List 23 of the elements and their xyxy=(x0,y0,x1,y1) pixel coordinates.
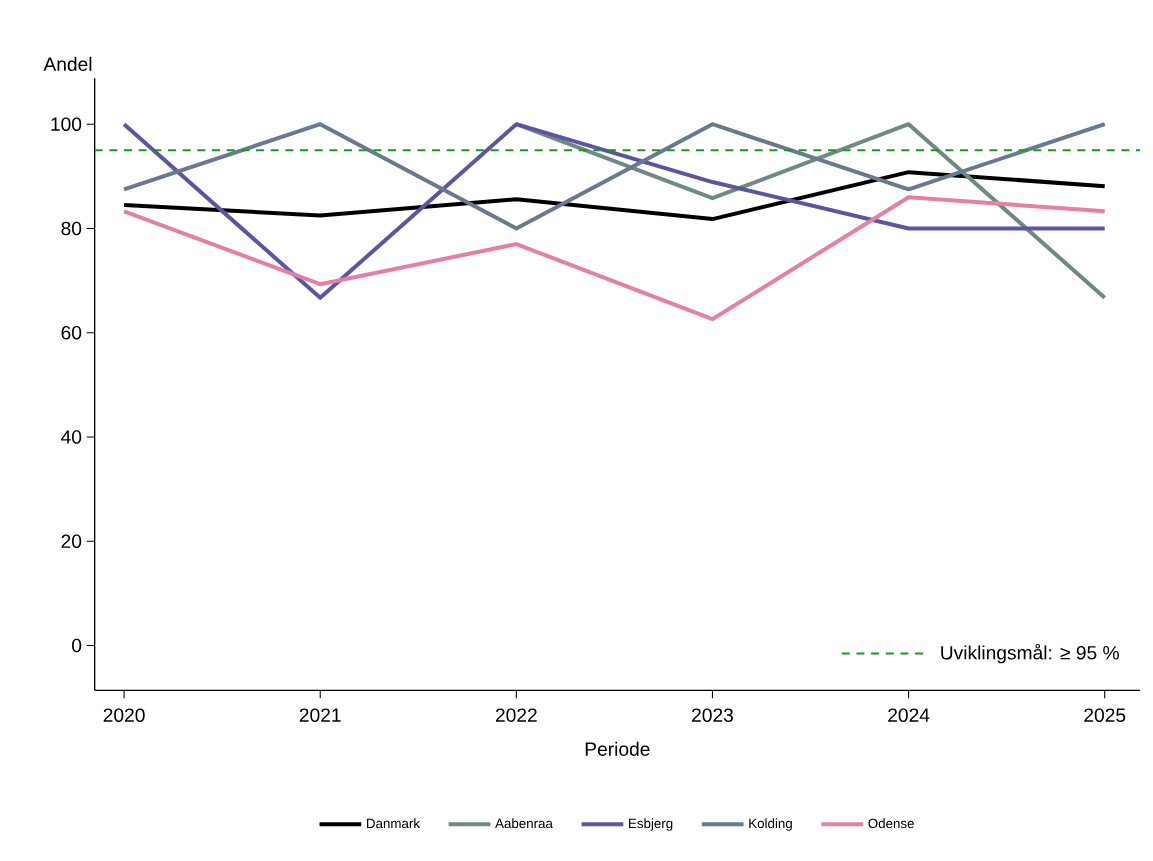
y-tick-label: 100 xyxy=(51,117,82,131)
legend-label: Aabenraa xyxy=(495,818,553,829)
legend-label: Odense xyxy=(868,818,914,829)
x-tick-label: 2024 xyxy=(888,708,930,722)
line-series xyxy=(122,195,1107,322)
y-axis-title: Andel xyxy=(43,56,92,71)
y-tick-label: 80 xyxy=(61,221,82,236)
y-tick-label: 40 xyxy=(61,430,82,444)
y-tick-label: 60 xyxy=(61,325,82,340)
x-tick-label: 2025 xyxy=(1084,708,1126,722)
x-tick-label: 2023 xyxy=(692,708,733,722)
x-axis-title: Periode xyxy=(585,741,650,756)
x-tick-label: 2021 xyxy=(299,708,341,722)
x-tick-label: 2020 xyxy=(103,708,145,722)
y-tick-label: 0 xyxy=(72,638,82,653)
legend-label: Uviklingsmål: ≥ 95 % xyxy=(941,643,1119,664)
x-tick-label: 2022 xyxy=(495,708,537,722)
line-series xyxy=(122,122,1107,300)
legend-label: Esbjerg xyxy=(629,818,673,831)
legend-label: Danmark xyxy=(367,818,421,829)
legend-label: Kolding xyxy=(749,818,792,831)
y-tick-label: 20 xyxy=(61,534,82,549)
line-series xyxy=(122,170,1107,222)
